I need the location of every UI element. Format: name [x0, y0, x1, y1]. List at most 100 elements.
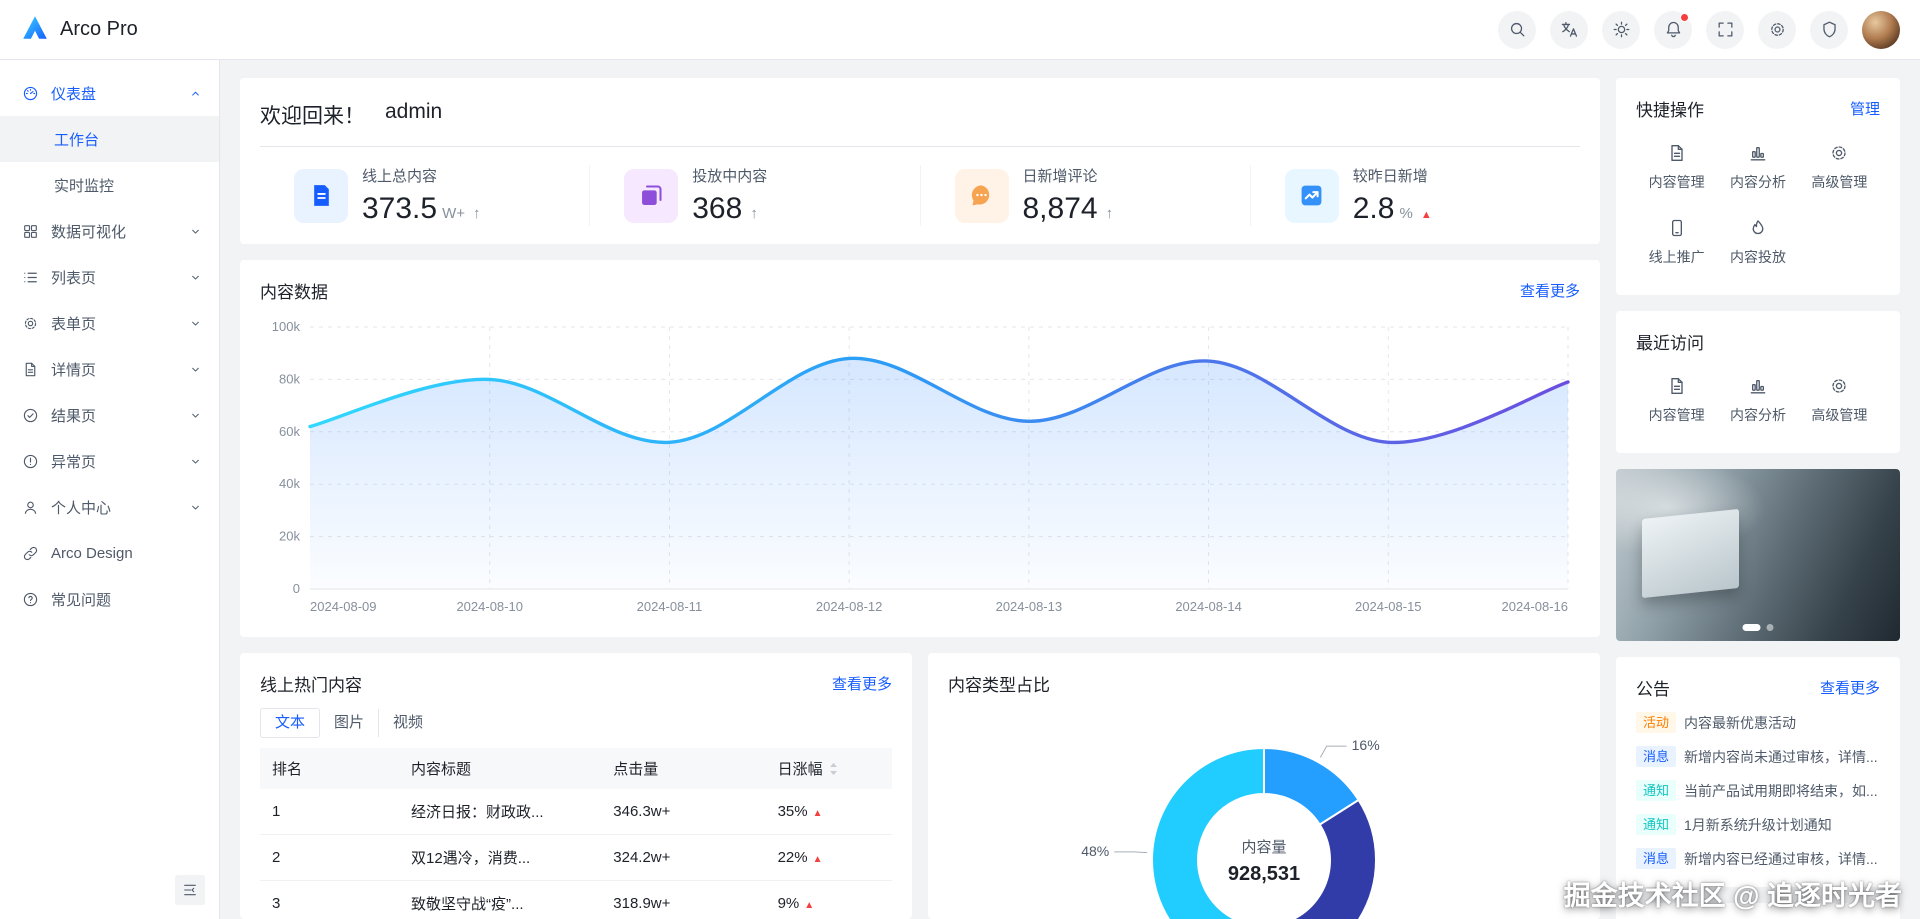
content-data-more-link[interactable]: 查看更多 — [1519, 283, 1580, 300]
svg-text:2024-08-10: 2024-08-10 — [456, 599, 522, 614]
carousel-dot[interactable] — [1766, 624, 1774, 631]
sidebar-item-profile[interactable]: 详情页 — [0, 346, 219, 392]
recent-visit-content-management[interactable]: 内容管理 — [1636, 366, 1717, 435]
chevron-down-icon — [188, 500, 203, 515]
chevron-down-icon — [188, 362, 203, 377]
trend-up-icon: ▲ — [1420, 209, 1432, 221]
cell-title: 经济日报：财政政... — [399, 789, 602, 835]
help-docs-card: 帮助文档 查看更多 — [1616, 903, 1900, 919]
announcement-item[interactable]: 通知 当前产品试用期即将结束，如... — [1636, 780, 1880, 801]
item-label: 内容管理 — [1648, 174, 1705, 190]
quick-op-content-management[interactable]: 内容管理 — [1636, 133, 1717, 202]
tab-video[interactable]: 视频 — [378, 709, 437, 737]
main-content: 欢迎回来！ admin 线上总内容 373.5 W+ ↑ 投放中内容 368 ↑… — [220, 60, 1920, 919]
quick-op-content-analysis[interactable]: 内容分析 — [1717, 133, 1798, 202]
quick-op-content-delivery[interactable]: 内容投放 — [1717, 208, 1798, 277]
announcement-item[interactable]: 消息 新增内容已经通过审核，详情... — [1636, 848, 1880, 869]
notification-button[interactable] — [1654, 10, 1692, 49]
doc-stat-icon — [294, 168, 348, 223]
recent-visit-advanced-management[interactable]: 高级管理 — [1799, 366, 1880, 435]
content-type-donut-chart: 16% 48% 内容量 928,531 — [1081, 737, 1380, 919]
fullscreen-button[interactable] — [1706, 10, 1744, 49]
svg-text:内容量: 内容量 — [1241, 839, 1286, 856]
sidebar-item-list[interactable]: 列表页 — [0, 254, 219, 300]
announcement-item[interactable]: 活动 内容最新优惠活动 — [1636, 712, 1880, 733]
collapse-sidebar-button[interactable] — [175, 875, 205, 905]
skin-button[interactable] — [1810, 10, 1848, 49]
announcement-tag: 消息 — [1636, 848, 1677, 869]
cell-rank: 3 — [260, 880, 400, 919]
stat-value: 2.8 — [1352, 192, 1395, 225]
trend-up-icon: ↑ — [750, 205, 758, 222]
tab-image[interactable]: 图片 — [334, 714, 365, 731]
quick-op-online-promotion[interactable]: 线上推广 — [1636, 208, 1717, 277]
content-type-title: 内容类型占比 — [948, 676, 1050, 695]
stat-label: 日新增评论 — [1022, 168, 1098, 185]
svg-text:40k: 40k — [279, 476, 300, 491]
carousel-image — [1616, 469, 1900, 641]
quick-op-advanced-management[interactable]: 高级管理 — [1799, 133, 1880, 202]
carousel-card — [1616, 469, 1900, 641]
language-button[interactable] — [1550, 10, 1588, 49]
comment-stat-icon — [954, 168, 1009, 223]
stat-label: 线上总内容 — [362, 168, 438, 185]
skin-icon — [1820, 20, 1839, 39]
sidebar-item-exception[interactable]: 异常页 — [0, 438, 219, 484]
welcome-username: admin — [385, 100, 443, 123]
recent-visit-content-analysis[interactable]: 内容分析 — [1717, 366, 1798, 435]
svg-text:2024-08-15: 2024-08-15 — [1355, 599, 1422, 614]
divider — [260, 146, 1580, 147]
chevron-down-icon — [188, 270, 203, 285]
hot-content-more-link[interactable]: 查看更多 — [831, 676, 892, 693]
stat-label: 较昨日新增 — [1352, 168, 1428, 185]
sidebar-item-result[interactable]: 结果页 — [0, 392, 219, 438]
cell-rank: 2 — [260, 834, 400, 881]
column-header-growth[interactable]: 日涨幅 — [765, 748, 892, 789]
item-label: 线上推广 — [1648, 249, 1705, 265]
dashboard-icon — [22, 85, 39, 102]
svg-text:2024-08-11: 2024-08-11 — [637, 599, 703, 614]
gear-button[interactable] — [1758, 10, 1796, 49]
svg-text:2024-08-14: 2024-08-14 — [1175, 599, 1242, 614]
brand[interactable]: Arco Pro — [20, 13, 138, 47]
announcement-text: 新增内容已经通过审核，详情... — [1684, 850, 1878, 867]
announcement-text: 当前产品试用期即将结束，如... — [1684, 782, 1878, 799]
question-circle-icon — [22, 591, 39, 608]
fullscreen-icon — [1716, 20, 1735, 39]
sidebar-item-form[interactable]: 表单页 — [0, 300, 219, 346]
sidebar-item-data-visualization[interactable]: 数据可视化 — [0, 208, 219, 254]
quick-ops-grid: 内容管理 内容分析 高级管理线上推广 内容投放 — [1636, 133, 1880, 277]
search-button[interactable] — [1498, 10, 1536, 49]
sidebar-item-dashboard[interactable]: 仪表盘 — [0, 70, 219, 116]
cell-clicks: 346.3w+ — [601, 789, 766, 835]
main-column: 欢迎回来！ admin 线上总内容 373.5 W+ ↑ 投放中内容 368 ↑… — [240, 78, 1600, 919]
announcement-title: 公告 — [1636, 680, 1670, 699]
svg-text:48%: 48% — [1081, 843, 1109, 859]
announcement-list: 活动 内容最新优惠活动 消息 新增内容尚未通过审核，详情... 通知 当前产品试用期即将结… — [1636, 712, 1880, 869]
welcome-card: 欢迎回来！ admin 线上总内容 373.5 W+ ↑ 投放中内容 368 ↑… — [240, 78, 1600, 244]
carousel-dot[interactable] — [1742, 624, 1761, 631]
stat-value: 373.5 — [362, 192, 438, 225]
tab-text[interactable]: 文本 — [260, 708, 321, 738]
quick-ops-manage-link[interactable]: 管理 — [1849, 101, 1880, 118]
welcome-title: 欢迎回来！ admin — [260, 96, 1580, 146]
announcement-more-link[interactable]: 查看更多 — [1819, 680, 1880, 697]
sidebar-item-user-center[interactable]: 个人中心 — [0, 484, 219, 530]
announcement-item[interactable]: 通知 1月新系统升级计划通知 — [1636, 814, 1880, 835]
sidebar-item-arco-design[interactable]: Arco Design — [0, 530, 219, 576]
growth-stat-icon — [1284, 168, 1339, 223]
user-avatar[interactable] — [1862, 10, 1900, 49]
announcement-card: 公告 查看更多 活动 内容最新优惠活动 消息 新增内容尚未通过审核，详情... 通知 当前… — [1616, 657, 1900, 887]
sidebar-item-faq[interactable]: 常见问题 — [0, 576, 219, 622]
gear-icon — [1829, 143, 1849, 163]
stat-unit: W+ — [442, 205, 465, 222]
announcement-item[interactable]: 消息 新增内容尚未通过审核，详情... — [1636, 746, 1880, 767]
brightness-button[interactable] — [1602, 10, 1640, 49]
sort-icon[interactable] — [829, 762, 838, 776]
sidebar-subitem-monitor[interactable]: 实时监控 — [54, 177, 115, 195]
sidebar-subitem-workplace[interactable]: 工作台 — [0, 116, 219, 162]
svg-text:0: 0 — [293, 581, 300, 596]
column-header-clicks: 点击量 — [601, 748, 766, 789]
recent-visits-grid: 内容管理 内容分析 高级管理 — [1636, 366, 1880, 435]
item-label: 内容管理 — [1648, 407, 1705, 423]
